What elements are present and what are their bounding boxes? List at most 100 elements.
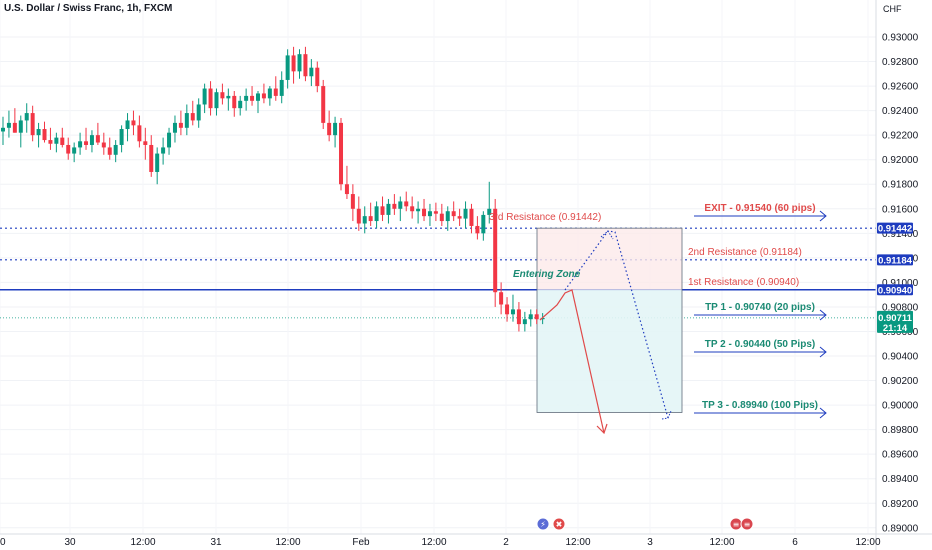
y-tick-label: 0.89400 [882, 474, 919, 485]
x-tick-label: 31 [210, 537, 222, 548]
event-lightning-icon[interactable] [536, 517, 550, 531]
candle-body [350, 194, 355, 209]
candle-body [137, 125, 142, 142]
y-tick-label: 0.93000 [882, 33, 919, 44]
candle-body [78, 141, 83, 148]
x-axis[interactable]: 00 30 12:00 31 12:00 Feb 12:00 2 12:00 3 12:00 6 12:… [0, 533, 932, 548]
candle-body [487, 208, 492, 215]
candle-body [6, 122, 11, 128]
candle-body [516, 309, 521, 325]
event-swiss-flag-icon-glyph: ✖ [556, 520, 563, 529]
candle-body [368, 216, 373, 222]
candle-body [528, 314, 533, 320]
entry-zone-box [537, 228, 682, 290]
candle-body [481, 214, 486, 234]
candle-body [309, 67, 314, 77]
candles [1, 46, 545, 332]
candle-body [60, 137, 65, 145]
y-axis[interactable]: 0.93000 0.92800 0.92600 0.92400 0.92200 0.920… [875, 0, 919, 550]
y-tick-label: 0.92400 [882, 106, 919, 117]
event-us-flag-icon-glyph: ≡ [733, 520, 740, 529]
candle-body [18, 120, 23, 133]
y-tick-label: 0.89600 [882, 450, 919, 461]
candle-body [178, 122, 183, 128]
candle-body [261, 93, 266, 99]
candle-body [267, 88, 272, 99]
candle-body [422, 208, 427, 217]
candle-body [107, 147, 112, 155]
candle-body [398, 201, 403, 209]
gridlines [0, 36, 876, 529]
candle-body [392, 203, 397, 209]
level-price-tag: 0.90940 [878, 285, 912, 296]
candle-body [226, 95, 231, 99]
red-projection-path [539, 289, 605, 434]
candle-body [386, 203, 391, 215]
candle-body [119, 129, 124, 145]
target-arrowhead [819, 210, 827, 222]
candle-body [125, 120, 130, 130]
candle-body [439, 213, 444, 222]
candle-body [244, 95, 249, 101]
candle-body [42, 129, 47, 141]
candle-body [167, 132, 172, 148]
candle-body [84, 141, 89, 145]
event-lightning-icon-glyph: ⚡ [540, 520, 546, 529]
candle-body [196, 104, 201, 121]
candle-body [410, 206, 415, 212]
y-tick-label: 0.91000 [882, 278, 919, 289]
event-swiss-flag-icon[interactable] [552, 517, 566, 531]
level-price-tag: 0.91184 [878, 255, 913, 266]
candle-body [220, 92, 225, 99]
x-tick-label: 3 [647, 537, 653, 548]
candle-body [12, 122, 17, 133]
candle-body [255, 93, 260, 101]
exit-label: EXIT - 0.91540 (60 pips) [704, 203, 815, 214]
candle-body [101, 142, 106, 148]
x-tick-label: Feb [352, 537, 370, 548]
candle-body [30, 113, 35, 136]
candle-body [208, 88, 213, 109]
candle-body [155, 153, 160, 172]
candle-body [232, 95, 237, 109]
y-tick-label: 0.91600 [882, 204, 919, 215]
candle-body [36, 129, 41, 136]
candle-body [72, 147, 77, 154]
candle-body [202, 88, 207, 105]
candle-body [327, 122, 332, 136]
event-us-flag-icon[interactable] [740, 517, 754, 531]
x-tick-label: 12:00 [565, 537, 590, 548]
projection-paths [539, 230, 672, 435]
candle-body [238, 100, 243, 109]
x-tick-label: 12:00 [855, 537, 880, 548]
candle-body [469, 208, 474, 226]
candle-body [95, 135, 100, 143]
level-lines [0, 227, 876, 319]
candle-body [190, 113, 195, 121]
candle-body [433, 211, 438, 214]
candle-body [303, 54, 308, 77]
candle-body [493, 208, 498, 293]
candle-body [362, 216, 367, 224]
y-tick-label: 0.92000 [882, 155, 919, 166]
target-arrowhead [819, 407, 827, 419]
target-zone-box [537, 289, 682, 413]
candle-body [510, 309, 515, 315]
candle-body [505, 304, 510, 315]
event-icons[interactable]: ⚡ ✖ ≡ ≡ [536, 517, 754, 531]
tp3-label: TP 3 - 0.89940 (100 Pips) [702, 400, 818, 411]
level-price-tag: 0.91442 [878, 224, 912, 235]
entering-zone-label: Entering Zone [513, 269, 581, 280]
candle-body [475, 225, 480, 234]
annotations: 3rd Resistance (0.91442) 2nd Resistance (… [489, 203, 827, 419]
zone-boxes [536, 227, 683, 413]
blue-arrowhead [661, 410, 672, 420]
currency-label: CHF [883, 4, 902, 14]
candle-body [297, 54, 302, 72]
candle-body [333, 122, 338, 136]
candle-body [499, 292, 504, 305]
candle-body [463, 208, 468, 219]
level-price-tag-bg [877, 254, 913, 266]
candle-body [149, 144, 154, 172]
